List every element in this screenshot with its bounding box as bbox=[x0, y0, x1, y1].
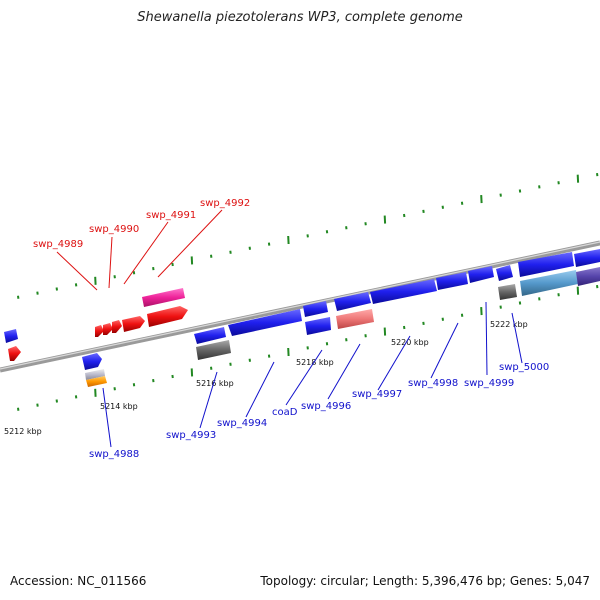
gene-label-swp_4994[interactable]: swp_4994 bbox=[217, 418, 267, 429]
gene-label-coaD[interactable]: coaD bbox=[272, 407, 298, 418]
gene-swp_4998[interactable] bbox=[436, 272, 468, 290]
gene-swp_4993[interactable] bbox=[194, 327, 226, 344]
gene-label-swp_4989[interactable]: swp_4989 bbox=[33, 239, 83, 250]
gene-blue-right[interactable] bbox=[574, 249, 600, 267]
gene-swp_4997[interactable] bbox=[370, 279, 437, 304]
tick-label-5220: 5220 kbp bbox=[391, 338, 429, 347]
tick-row-upper bbox=[17, 172, 599, 299]
gene-label-swp_4990[interactable]: swp_4990 bbox=[89, 224, 139, 235]
gene-label-swp_4992[interactable]: swp_4992 bbox=[200, 198, 250, 209]
genome-summary-text: Topology: circular; Length: 5,396,476 bp… bbox=[260, 574, 590, 588]
gene-left-red[interactable] bbox=[8, 346, 21, 361]
gene-label-swp_4988[interactable]: swp_4988 bbox=[89, 449, 139, 460]
tick-label-5222: 5222 kbp bbox=[490, 320, 528, 329]
gene-blue-small[interactable] bbox=[496, 265, 513, 281]
feature-gray-4993[interactable] bbox=[196, 340, 231, 360]
feature-pink[interactable] bbox=[142, 288, 185, 307]
tick-label-5212: 5212 kbp bbox=[4, 427, 42, 436]
gene-label-swp_4999[interactable]: swp_4999 bbox=[464, 378, 514, 389]
gene-swp_4994[interactable] bbox=[228, 309, 302, 336]
gene-swp_4988[interactable] bbox=[82, 353, 102, 370]
gene-swp_5000[interactable] bbox=[518, 252, 574, 277]
gene-swp_4989[interactable] bbox=[95, 325, 104, 337]
feature-gray-5000[interactable] bbox=[498, 284, 517, 300]
genome-backbone bbox=[0, 240, 600, 373]
feature-steelblue[interactable] bbox=[520, 270, 578, 296]
feature-salmon[interactable] bbox=[336, 309, 374, 329]
gene-label-swp_5000[interactable]: swp_5000 bbox=[499, 362, 549, 373]
gene-label-swp_4991[interactable]: swp_4991 bbox=[146, 210, 196, 221]
gene-left-blue[interactable] bbox=[4, 329, 18, 343]
feature-purple[interactable] bbox=[576, 267, 600, 286]
gene-swp_4999[interactable] bbox=[468, 266, 494, 283]
gene-label-swp_4993[interactable]: swp_4993 bbox=[166, 430, 216, 441]
leaders-lower bbox=[102, 301, 523, 448]
gene-label-swp_4997[interactable]: swp_4997 bbox=[352, 389, 402, 400]
gene-swp_4991[interactable] bbox=[112, 320, 122, 333]
feature-silver[interactable] bbox=[85, 369, 105, 380]
gene-coaD-lower[interactable] bbox=[305, 317, 331, 335]
tick-label-5218: 5218 kbp bbox=[296, 358, 334, 367]
gene-red-a[interactable] bbox=[122, 316, 145, 332]
gene-swp_4992[interactable] bbox=[147, 306, 188, 327]
map-title: Shewanella piezotolerans WP3, complete g… bbox=[137, 10, 463, 25]
genome-backbone-highlight bbox=[0, 241, 600, 370]
gene-label-swp_4998[interactable]: swp_4998 bbox=[408, 378, 458, 389]
gene-swp_4996[interactable] bbox=[334, 292, 371, 311]
feature-orange[interactable] bbox=[86, 376, 107, 387]
gene-coaD[interactable] bbox=[303, 301, 328, 317]
leaders-upper bbox=[56, 209, 223, 291]
tick-label-5216: 5216 kbp bbox=[196, 379, 234, 388]
accession-text: Accession: NC_011566 bbox=[10, 574, 147, 588]
gene-label-swp_4996[interactable]: swp_4996 bbox=[301, 401, 351, 412]
tick-row-lower bbox=[17, 284, 599, 411]
tick-label-5214: 5214 kbp bbox=[100, 402, 138, 411]
gene-swp_4990[interactable] bbox=[103, 323, 113, 335]
